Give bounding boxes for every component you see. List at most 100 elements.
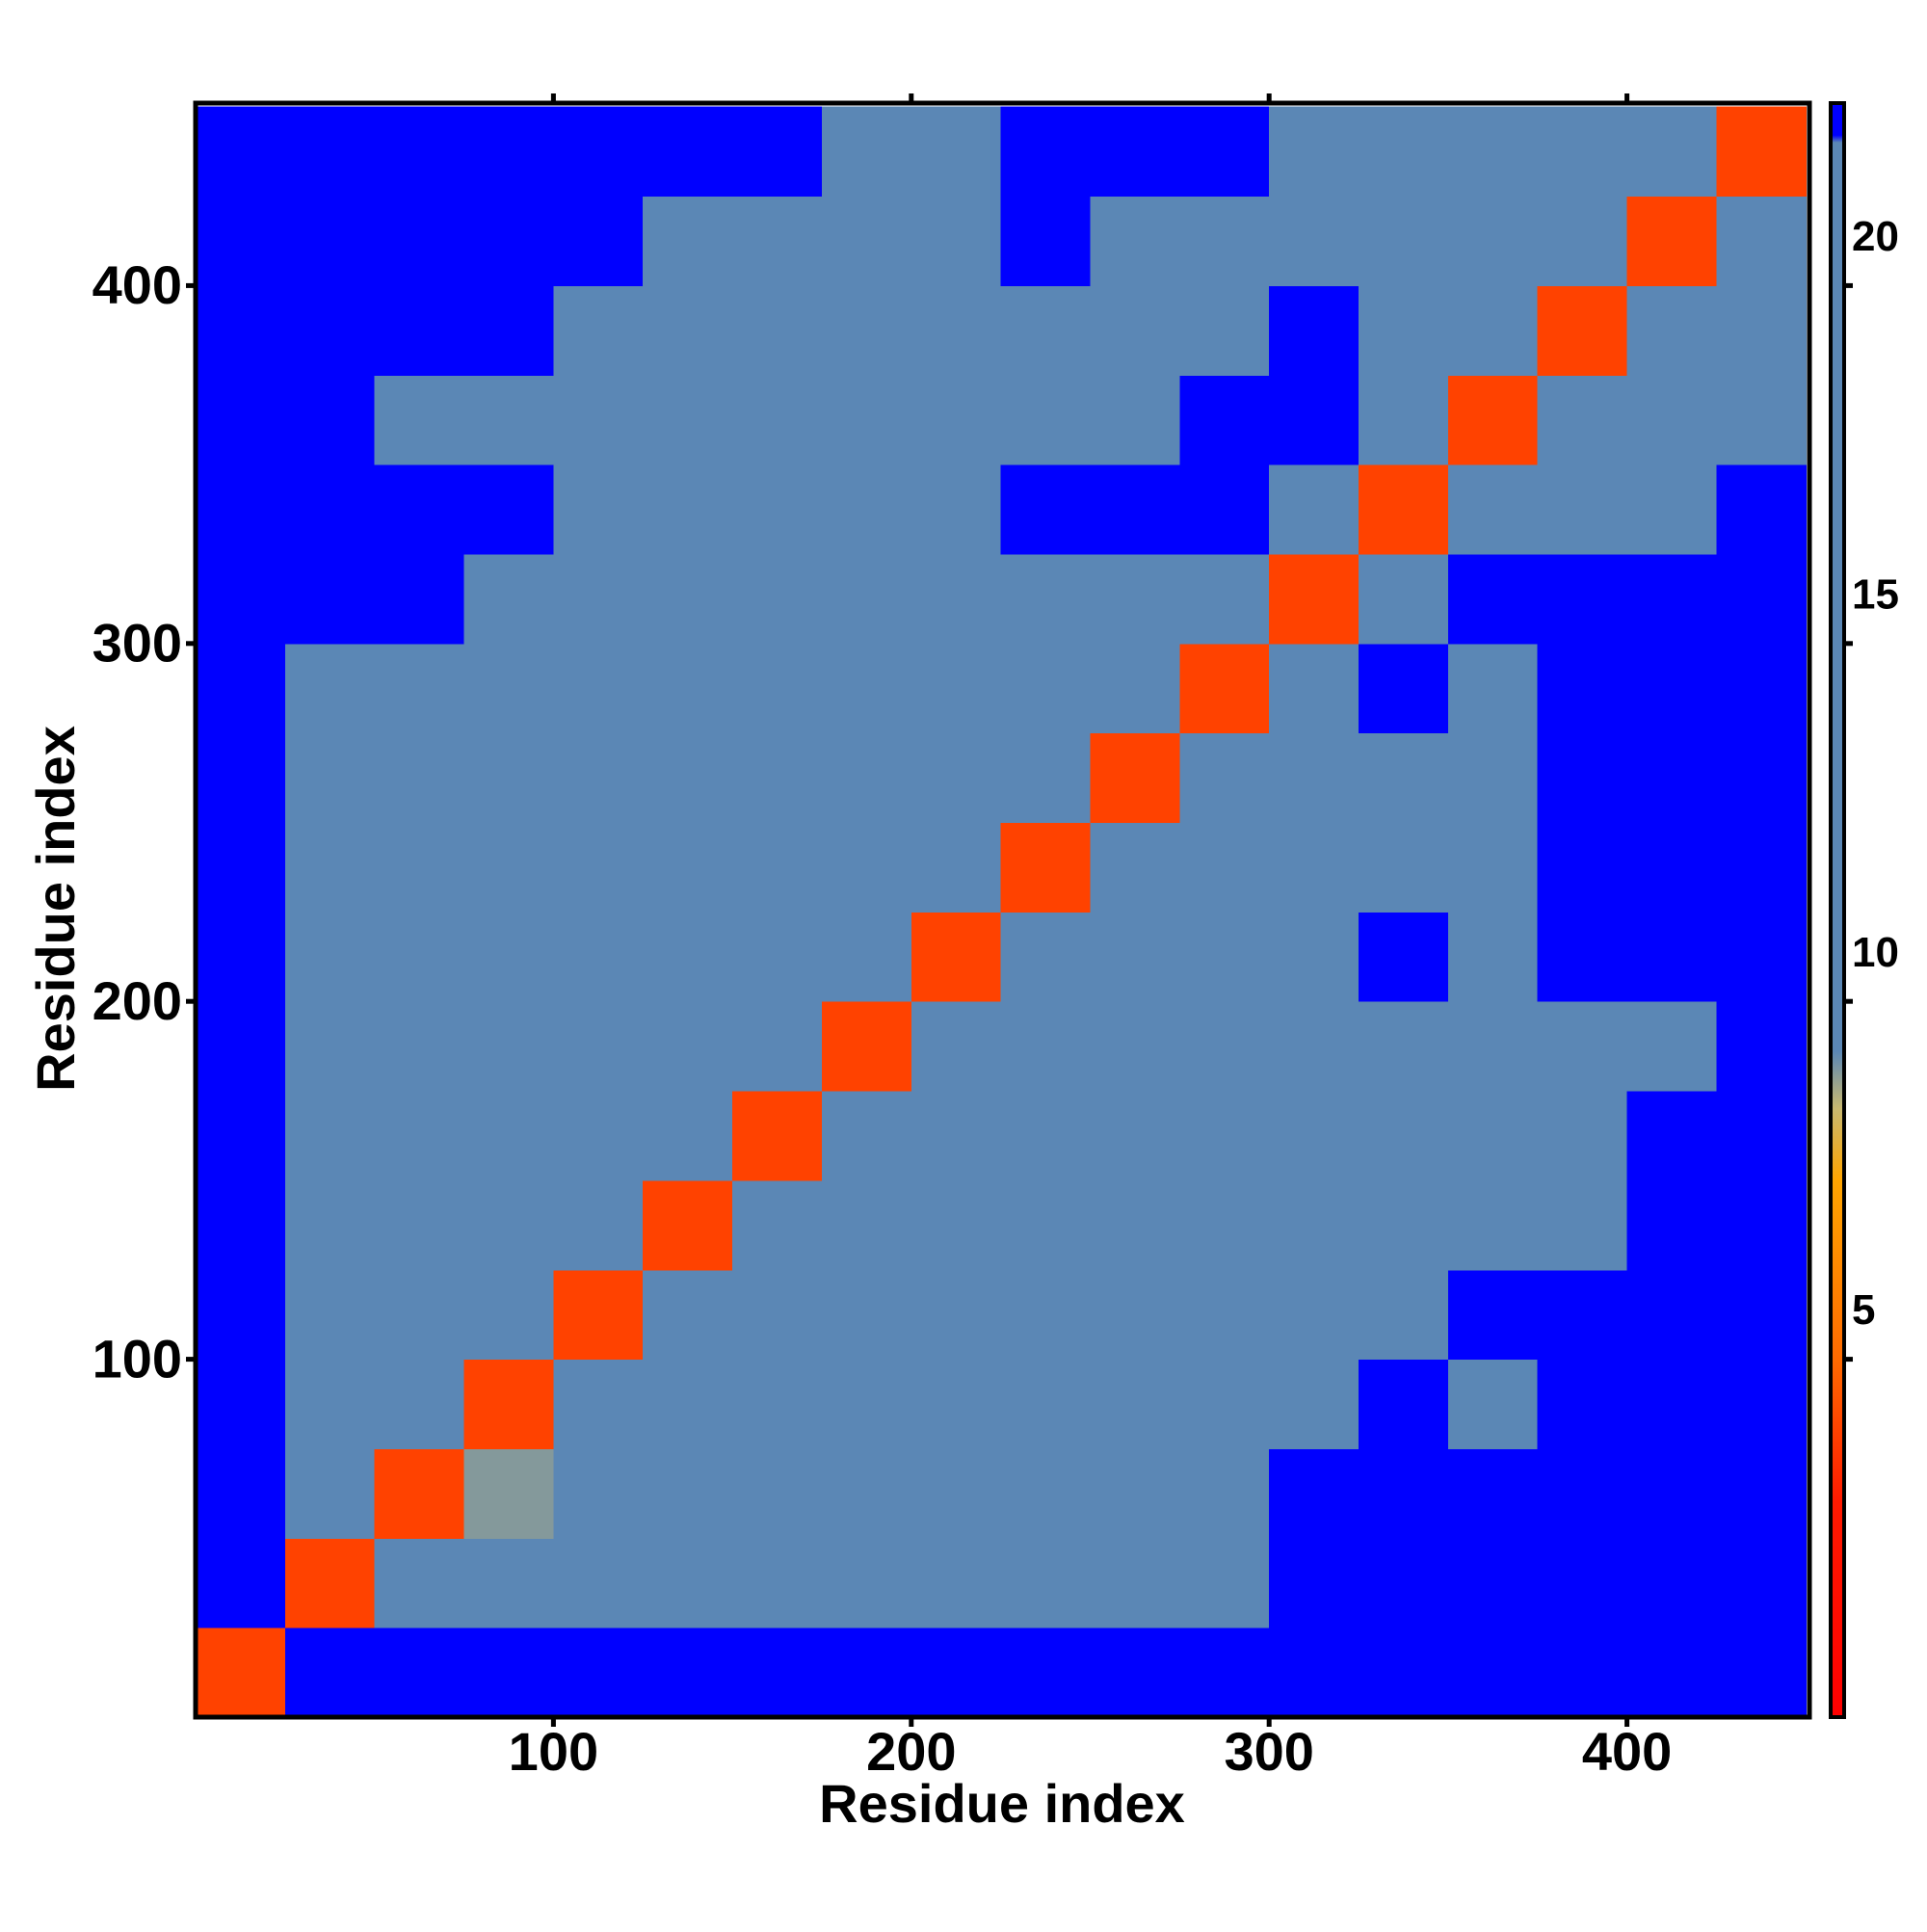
heatmap-cell bbox=[732, 285, 823, 376]
heatmap-cell bbox=[1626, 1001, 1717, 1092]
heatmap-cell bbox=[1447, 375, 1539, 465]
heatmap-cell bbox=[911, 106, 1002, 198]
heatmap-cell bbox=[911, 196, 1002, 286]
heatmap-cell bbox=[1537, 1179, 1628, 1271]
heatmap-cell bbox=[821, 1448, 912, 1539]
heatmap-cell bbox=[374, 1179, 465, 1271]
heatmap-cell bbox=[463, 1538, 554, 1628]
heatmap-cell bbox=[1716, 1628, 1807, 1718]
heatmap-cell bbox=[1090, 106, 1180, 198]
heatmap-cell bbox=[1537, 1269, 1628, 1361]
heatmap-cell bbox=[1269, 553, 1359, 645]
heatmap-cell bbox=[821, 375, 912, 465]
heatmap-cell bbox=[1090, 1628, 1180, 1718]
heatmap-cell bbox=[1716, 1448, 1807, 1539]
x-axis-title: Residue index bbox=[819, 1773, 1185, 1834]
heatmap-cell bbox=[1359, 1269, 1449, 1361]
heatmap-cell bbox=[1269, 912, 1359, 1002]
heatmap-cell bbox=[1447, 464, 1539, 555]
heatmap-cell bbox=[1090, 464, 1180, 555]
heatmap-cell bbox=[1626, 375, 1717, 465]
heatmap-cell bbox=[1000, 732, 1091, 824]
colorbar-tick-label: 5 bbox=[1852, 1286, 1875, 1334]
heatmap-cell bbox=[1090, 1269, 1180, 1361]
heatmap-cell bbox=[1716, 822, 1807, 913]
heatmap-cell bbox=[1000, 196, 1091, 286]
heatmap-cell bbox=[463, 1269, 554, 1361]
heatmap-cell bbox=[1000, 822, 1091, 913]
heatmap-cell bbox=[1626, 285, 1717, 376]
heatmap-cell bbox=[463, 106, 554, 198]
heatmap-cell bbox=[1359, 1001, 1449, 1092]
heatmap-cell bbox=[553, 1628, 644, 1718]
heatmap-cell bbox=[1626, 1091, 1717, 1181]
heatmap-cell bbox=[1447, 1269, 1539, 1361]
heatmap-cell bbox=[1000, 1269, 1091, 1361]
heatmap-cell bbox=[196, 1001, 286, 1092]
heatmap-cell bbox=[1359, 285, 1449, 376]
heatmap-cell bbox=[821, 1628, 912, 1718]
heatmap-cell bbox=[1716, 912, 1807, 1002]
heatmap-cell bbox=[1537, 1448, 1628, 1539]
heatmap-cell bbox=[1537, 732, 1628, 824]
heatmap-cell bbox=[284, 912, 376, 1002]
heatmap-cell bbox=[1269, 1179, 1359, 1271]
heatmap-cell bbox=[553, 1091, 644, 1181]
heatmap-cell bbox=[463, 1448, 554, 1539]
heatmap-cell bbox=[1359, 1448, 1449, 1539]
heatmap-cell bbox=[374, 553, 465, 645]
heatmap-cell bbox=[732, 1359, 823, 1449]
heatmap-cell bbox=[196, 464, 286, 555]
heatmap-cell bbox=[1626, 1448, 1717, 1539]
heatmap-cell bbox=[1000, 1359, 1091, 1449]
heatmap-cell bbox=[374, 464, 465, 555]
heatmap-cell bbox=[284, 732, 376, 824]
heatmap-cell bbox=[196, 1538, 286, 1628]
heatmap-cell bbox=[643, 1628, 733, 1718]
heatmap-cell bbox=[463, 196, 554, 286]
heatmap-cell bbox=[1269, 1091, 1359, 1181]
heatmap-cell bbox=[1179, 553, 1270, 645]
heatmap-cell bbox=[196, 1091, 286, 1181]
heatmap-cell bbox=[1090, 732, 1180, 824]
heatmap-cell bbox=[1000, 1001, 1091, 1092]
heatmap-cell bbox=[1269, 1538, 1359, 1628]
heatmap-cell bbox=[732, 732, 823, 824]
heatmap-cell bbox=[196, 1628, 286, 1718]
heatmap-cell bbox=[374, 1628, 465, 1718]
heatmap-cell bbox=[821, 912, 912, 1002]
heatmap-cell bbox=[1179, 1269, 1270, 1361]
heatmap-cell bbox=[643, 1359, 733, 1449]
heatmap-cell bbox=[1537, 553, 1628, 645]
heatmap-cell bbox=[284, 1359, 376, 1449]
heatmap-cell bbox=[1090, 822, 1180, 913]
heatmap-cell bbox=[911, 553, 1002, 645]
heatmap-cell bbox=[284, 1448, 376, 1539]
heatmap-cell bbox=[1359, 822, 1449, 913]
heatmap-cell bbox=[553, 912, 644, 1002]
heatmap-cell bbox=[732, 912, 823, 1002]
heatmap-cell bbox=[463, 732, 554, 824]
heatmap-cell bbox=[1716, 732, 1807, 824]
heatmap-cell bbox=[463, 643, 554, 734]
heatmap-cell bbox=[911, 732, 1002, 824]
heatmap-cell bbox=[284, 643, 376, 734]
heatmap-cell bbox=[1447, 1628, 1539, 1718]
heatmap-cell bbox=[196, 196, 286, 286]
heatmap-cell bbox=[643, 732, 733, 824]
heatmap-cell bbox=[1626, 1628, 1717, 1718]
heatmap-cell bbox=[821, 553, 912, 645]
heatmap-cell bbox=[463, 1359, 554, 1449]
heatmap-cell bbox=[284, 106, 376, 198]
heatmap-cell bbox=[196, 553, 286, 645]
heatmap-cell bbox=[553, 375, 644, 465]
heatmap-cell bbox=[1537, 106, 1628, 198]
heatmap-cell bbox=[284, 1001, 376, 1092]
heatmap-cell bbox=[911, 1091, 1002, 1181]
heatmap-cell bbox=[553, 464, 644, 555]
heatmap-cell bbox=[553, 1179, 644, 1271]
heatmap-cell bbox=[553, 553, 644, 645]
heatmap-cell bbox=[1537, 1001, 1628, 1092]
heatmap-cell bbox=[1359, 196, 1449, 286]
x-tick-label: 200 bbox=[866, 1721, 956, 1782]
